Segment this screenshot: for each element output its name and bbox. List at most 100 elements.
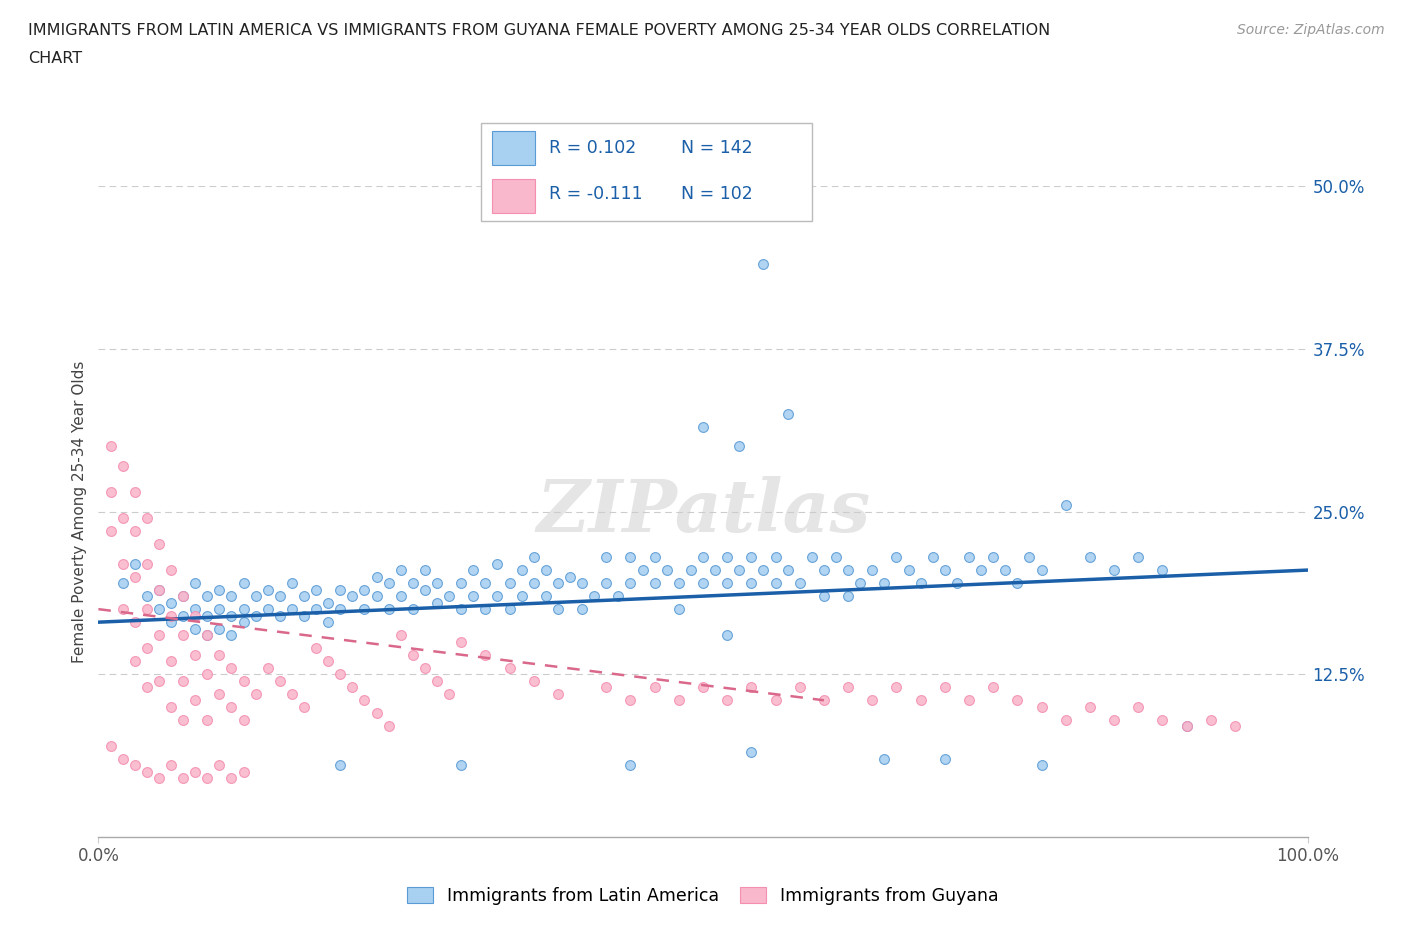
Point [366, 589, 388, 604]
Legend: Immigrants from Latin America, Immigrants from Guyana: Immigrants from Latin America, Immigrant… [401, 880, 1005, 912]
Point [292, 589, 315, 604]
Point [523, 550, 546, 565]
Point [1102, 563, 1125, 578]
Point [148, 582, 170, 597]
Point [135, 511, 157, 525]
Point [292, 699, 315, 714]
Point [474, 576, 496, 591]
Point [389, 589, 412, 604]
FancyBboxPatch shape [492, 131, 536, 165]
Point [195, 589, 218, 604]
Point [450, 602, 472, 617]
Point [547, 686, 569, 701]
Point [655, 563, 678, 578]
Point [463, 563, 485, 578]
Point [716, 576, 738, 591]
Point [486, 556, 509, 571]
Point [765, 693, 787, 708]
Point [281, 602, 304, 617]
Point [195, 712, 218, 727]
Point [100, 738, 122, 753]
Text: R = -0.111: R = -0.111 [548, 185, 643, 203]
Point [402, 602, 425, 617]
Point [232, 673, 254, 688]
Point [450, 634, 472, 649]
Point [160, 699, 183, 714]
Point [172, 628, 194, 643]
Point [377, 602, 399, 617]
Point [558, 569, 581, 584]
Point [1152, 712, 1174, 727]
Point [100, 439, 122, 454]
Point [184, 576, 207, 591]
Point [619, 576, 641, 591]
Point [124, 485, 146, 499]
Text: CHART: CHART [28, 51, 82, 66]
Point [413, 563, 436, 578]
Point [305, 641, 328, 656]
Point [281, 576, 304, 591]
Point [510, 589, 533, 604]
Point [523, 576, 546, 591]
Point [426, 576, 449, 591]
Point [184, 621, 207, 636]
Point [281, 686, 304, 701]
Point [402, 647, 425, 662]
Point [619, 693, 641, 708]
Point [124, 569, 146, 584]
Point [486, 589, 509, 604]
Point [1054, 498, 1077, 512]
Point [692, 576, 714, 591]
Point [813, 563, 835, 578]
Point [111, 458, 134, 473]
Point [329, 758, 352, 773]
Point [619, 550, 641, 565]
Point [740, 680, 762, 695]
Point [510, 563, 533, 578]
Point [981, 680, 1004, 695]
Point [232, 712, 254, 727]
Point [825, 550, 848, 565]
Point [1018, 550, 1040, 565]
Point [860, 693, 883, 708]
Point [135, 602, 157, 617]
Point [740, 550, 762, 565]
Point [195, 608, 218, 623]
Point [776, 563, 799, 578]
Point [437, 686, 460, 701]
Point [752, 563, 775, 578]
FancyBboxPatch shape [492, 179, 536, 213]
Point [474, 602, 496, 617]
Point [232, 764, 254, 779]
Point [256, 582, 278, 597]
Point [389, 563, 412, 578]
Point [208, 647, 231, 662]
Point [329, 602, 352, 617]
Point [716, 628, 738, 643]
Point [740, 576, 762, 591]
Point [1007, 693, 1029, 708]
Point [172, 673, 194, 688]
Point [135, 641, 157, 656]
Point [402, 576, 425, 591]
Point [957, 550, 980, 565]
Point [679, 563, 702, 578]
Point [426, 595, 449, 610]
Point [208, 758, 231, 773]
Point [160, 563, 183, 578]
Point [752, 257, 775, 272]
Point [413, 660, 436, 675]
Point [897, 563, 920, 578]
Point [534, 589, 557, 604]
Text: N = 142: N = 142 [681, 139, 752, 157]
Point [160, 595, 183, 610]
Point [305, 602, 328, 617]
Point [353, 602, 375, 617]
Point [523, 673, 546, 688]
Point [910, 693, 932, 708]
Point [1175, 719, 1198, 734]
Point [232, 615, 254, 630]
Point [172, 712, 194, 727]
Point [148, 582, 170, 597]
Point [474, 647, 496, 662]
